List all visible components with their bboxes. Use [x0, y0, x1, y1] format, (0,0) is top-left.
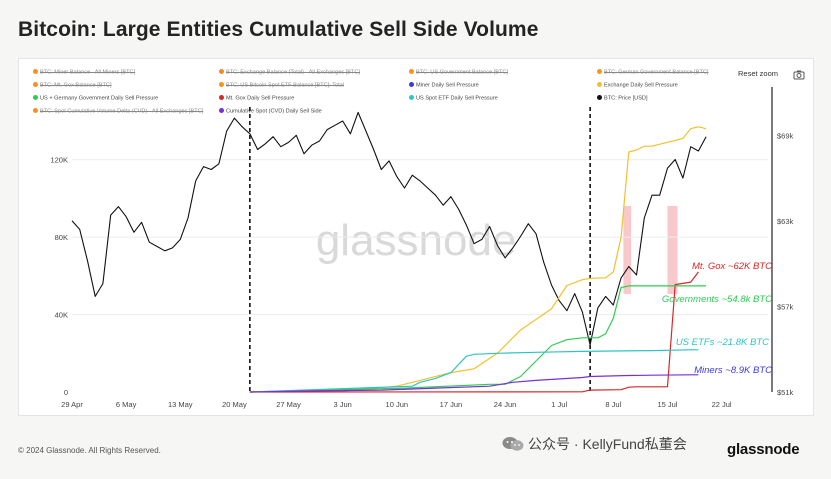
series-line [249, 349, 699, 393]
y-left-tick-label: 40K [55, 311, 68, 320]
legend-color-dot [597, 95, 602, 100]
y-left-tick-label: 80K [55, 233, 68, 242]
x-tick-label: 13 May [168, 400, 193, 409]
x-tick-label: 8 Jul [605, 400, 621, 409]
legend-item[interactable]: BTC: US Government Balance [BTC] [409, 69, 508, 76]
legend-item[interactable]: BTC: Miner Balance - All Miners [BTC] [33, 69, 135, 76]
legend-item[interactable]: Cumulative Spot (CVD) Daily Sell Side [219, 108, 322, 115]
x-tick-label: 24 Jun [494, 400, 517, 409]
wechat-text: 公众号 · KellyFund私董会 [528, 436, 687, 452]
chart-annotation: US ETFs ~21.8K BTC [676, 337, 769, 348]
legend-item[interactable]: BTC: Price [USD] [597, 95, 648, 102]
legend-label: BTC: Spot Cumulative Volume Delta (CVD) … [40, 108, 204, 115]
series-line [249, 271, 699, 393]
series-line [249, 374, 699, 393]
series-line [249, 285, 707, 393]
chart-annotation: Miners ~8.9K BTC [694, 365, 772, 376]
legend-item[interactable]: Exchange Daily Sell Pressure [597, 82, 678, 89]
legend-color-dot [33, 95, 38, 100]
x-tick-label: 10 Jun [386, 400, 409, 409]
legend-item[interactable]: Mt. Gox Daily Sell Pressure [219, 95, 294, 102]
legend-color-dot [219, 82, 224, 87]
reset-zoom-button[interactable]: Reset zoom [731, 67, 785, 81]
legend-color-dot [33, 108, 38, 113]
legend-label: BTC: US Government Balance [BTC] [416, 69, 509, 76]
y-left-tick-label: 0 [64, 388, 68, 397]
legend-label: BTC: Exchange Balance (Total) - All Exch… [226, 69, 360, 76]
legend-color-dot [33, 69, 38, 74]
legend-label: Mt. Gox Daily Sell Pressure [226, 95, 295, 102]
wechat-icon [502, 436, 524, 452]
y-right-tick-label: $57k [777, 302, 794, 311]
legend-item[interactable]: BTC: Exchange Balance (Total) - All Exch… [219, 69, 360, 76]
x-tick-label: 15 Jul [657, 400, 677, 409]
legend-label: US + Germany Government Daily Sell Press… [40, 95, 159, 102]
legend-label: BTC: Miner Balance - All Miners [BTC] [40, 69, 136, 76]
series-line [71, 111, 707, 346]
legend-color-dot [219, 69, 224, 74]
y-right-tick-label: $69k [777, 131, 794, 140]
legend-label: BTC: German Government Balance [BTC] [604, 69, 709, 76]
legend-color-dot [597, 69, 602, 74]
legend-item[interactable]: BTC: US Bitcoin Spot ETF Balance [BTC]: … [219, 82, 344, 89]
legend-item[interactable]: BTC: German Government Balance [BTC] [597, 69, 708, 76]
x-tick-label: 6 May [116, 400, 137, 409]
y-right-tick-label: $63k [777, 217, 794, 226]
wechat-watermark: 公众号 · KellyFund私董会 [502, 434, 687, 454]
x-tick-label: 3 Jun [333, 400, 351, 409]
x-tick-label: 27 May [276, 400, 301, 409]
legend-color-dot [33, 82, 38, 87]
legend-label: BTC: US Bitcoin Spot ETF Balance [BTC]: … [226, 82, 345, 89]
legend-color-dot [219, 108, 224, 113]
legend-color-dot [409, 95, 414, 100]
legend-label: Exchange Daily Sell Pressure [604, 82, 678, 89]
legend-color-dot [597, 82, 602, 87]
legend-item[interactable]: Miner Daily Sell Pressure [409, 82, 479, 89]
legend-color-dot [409, 69, 414, 74]
legend-label: BTC: Price [USD] [604, 95, 648, 102]
legend-label: US Spot ETF Daily Sell Pressure [416, 95, 498, 102]
legend-label: Miner Daily Sell Pressure [416, 82, 479, 89]
legend-color-dot [409, 82, 414, 87]
chart-plot: glassnode 0 40K 80K 120K $51k $57k $63k $69k 29 A… [50, 87, 794, 409]
x-tick-label: 20 May [222, 400, 247, 409]
camera-icon[interactable] [793, 68, 805, 80]
legend-item[interactable]: BTC: Spot Cumulative Volume Delta (CVD) … [33, 108, 203, 115]
legend-label: Cumulative Spot (CVD) Daily Sell Side [226, 108, 322, 115]
shaded-region [667, 206, 678, 294]
legend-label: BTC: Mt. Gox Balance [BTC] [40, 82, 112, 89]
x-tick-label: 29 Apr [61, 400, 83, 409]
legend-item[interactable]: US + Germany Government Daily Sell Press… [33, 95, 158, 102]
chart-annotation: Mt. Gox ~62K BTC [692, 261, 772, 272]
x-tick-label: 1 Jul [551, 400, 567, 409]
legend-color-dot [219, 95, 224, 100]
shaded-region [623, 206, 632, 294]
page-title: Bitcoin: Large Entities Cumulative Sell … [18, 18, 539, 41]
x-tick-label: 17 Jun [440, 400, 463, 409]
y-right-tick-label: $51k [777, 388, 794, 397]
y-left-tick-label: 120K [50, 156, 68, 165]
chart-annotation: Governments ~54.8k BTC [662, 294, 772, 305]
legend-item[interactable]: US Spot ETF Daily Sell Pressure [409, 95, 498, 102]
series-line [249, 126, 707, 393]
copyright-text: © 2024 Glassnode. All Rights Reserved. [18, 446, 161, 455]
watermark-text: glassnode [316, 216, 517, 265]
glassnode-logo: glassnode [727, 441, 800, 458]
legend-item[interactable]: BTC: Mt. Gox Balance [BTC] [33, 82, 112, 89]
chart-card: BTC: Miner Balance - All Miners [BTC] BTC… [18, 58, 814, 416]
x-tick-label: 22 Jul [712, 400, 732, 409]
